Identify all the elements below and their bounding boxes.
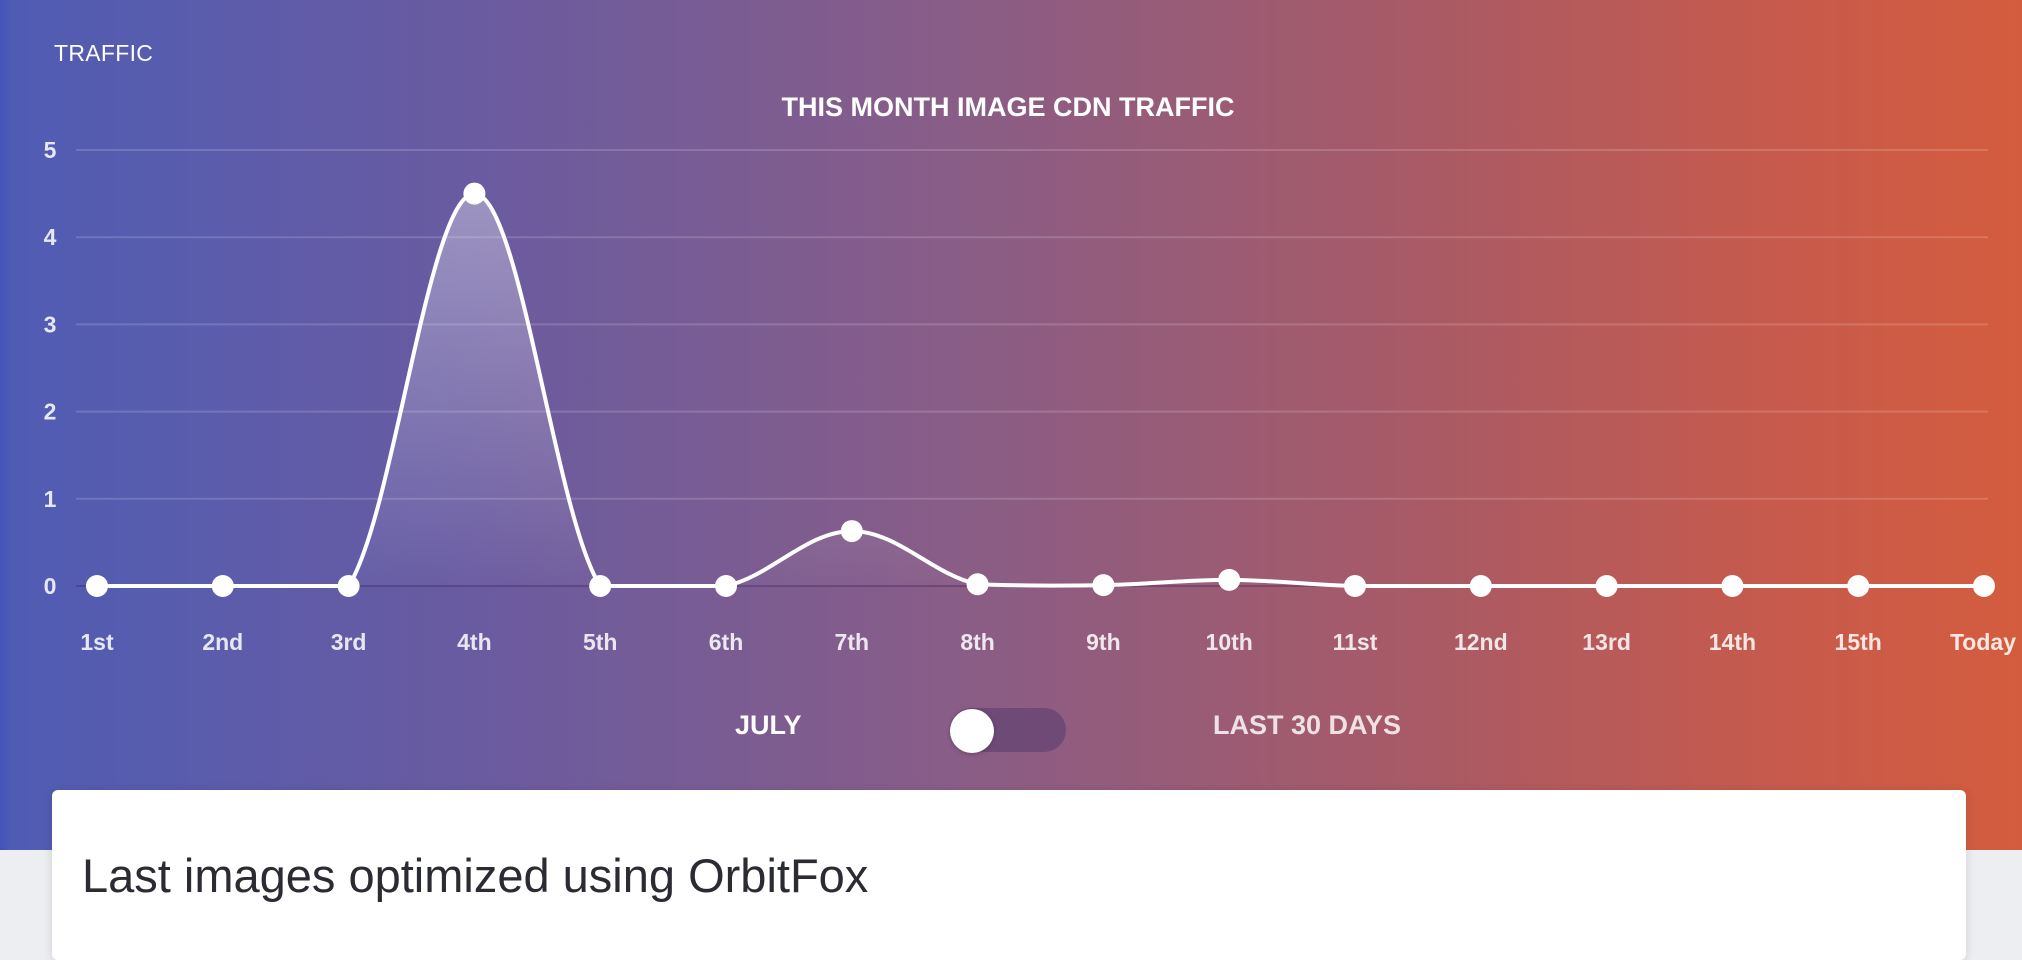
x-tick-label: 1st	[80, 629, 114, 655]
x-tick-label: 4th	[457, 629, 492, 655]
optimized-images-card: Last images optimized using OrbitFox	[52, 790, 1966, 960]
data-point-11st[interactable]	[1344, 575, 1366, 597]
x-tick-label: 8th	[960, 629, 995, 655]
data-point-15th[interactable]	[1847, 575, 1870, 597]
x-tick-label: 11st	[1333, 629, 1378, 655]
data-point-14th[interactable]	[1721, 575, 1744, 597]
y-tick-label: 3	[44, 311, 57, 337]
toggle-label-last-30-days[interactable]: LAST 30 DAYS	[1213, 710, 1402, 740]
x-tick-label: 12nd	[1454, 629, 1508, 655]
y-tick-label: 0	[44, 573, 57, 599]
x-tick-label: 6th	[709, 629, 744, 655]
x-tick-label: 14th	[1709, 629, 1756, 655]
x-tick-label: Today	[1950, 629, 2016, 655]
data-point-4th[interactable]	[463, 182, 486, 205]
x-tick-label: 2nd	[202, 629, 243, 655]
data-point-10th[interactable]	[1218, 568, 1241, 591]
section-label: TRAFFIC	[54, 40, 154, 66]
data-point-5th[interactable]	[589, 575, 612, 597]
toggle-label-july[interactable]: JULY	[735, 710, 802, 740]
chart-area-fill	[97, 193, 1984, 586]
data-point-3rd[interactable]	[337, 575, 360, 597]
x-tick-label: 13rd	[1582, 629, 1631, 655]
data-point-12nd[interactable]	[1469, 575, 1492, 597]
traffic-line-chart: THIS MONTH IMAGE CDN TRAFFIC 0 1 2 3 4 5 1st 2…	[44, 92, 2017, 655]
y-tick-label: 2	[44, 399, 57, 425]
toggle-knob[interactable]	[950, 709, 994, 753]
y-tick-label: 5	[44, 137, 57, 163]
data-point-7th[interactable]	[840, 520, 863, 543]
left-edge-accent	[0, 0, 12, 850]
data-point-today[interactable]	[1973, 575, 1995, 597]
chart-title: THIS MONTH IMAGE CDN TRAFFIC	[782, 92, 1235, 122]
x-tick-label: 9th	[1086, 629, 1121, 655]
x-tick-label: 10th	[1206, 629, 1253, 655]
period-toggle-row: JULY LAST 30 DAYS	[0, 706, 2022, 756]
period-toggle-switch[interactable]	[950, 708, 1066, 753]
data-point-1st[interactable]	[86, 575, 108, 597]
data-point-9th[interactable]	[1092, 574, 1115, 597]
x-tick-label: 15th	[1835, 629, 1882, 655]
data-point-13rd[interactable]	[1595, 575, 1618, 597]
y-tick-label: 1	[44, 486, 57, 512]
x-tick-label: 5th	[583, 629, 618, 655]
x-tick-label: 3rd	[331, 629, 367, 655]
data-point-2nd[interactable]	[211, 575, 234, 597]
x-tick-label: 7th	[835, 629, 870, 655]
chart-series-line	[96, 191, 1984, 589]
card-title: Last images optimized using OrbitFox	[82, 849, 869, 902]
data-point-8th[interactable]	[966, 573, 989, 596]
data-point-6th[interactable]	[715, 575, 737, 597]
y-tick-label: 4	[44, 224, 57, 250]
